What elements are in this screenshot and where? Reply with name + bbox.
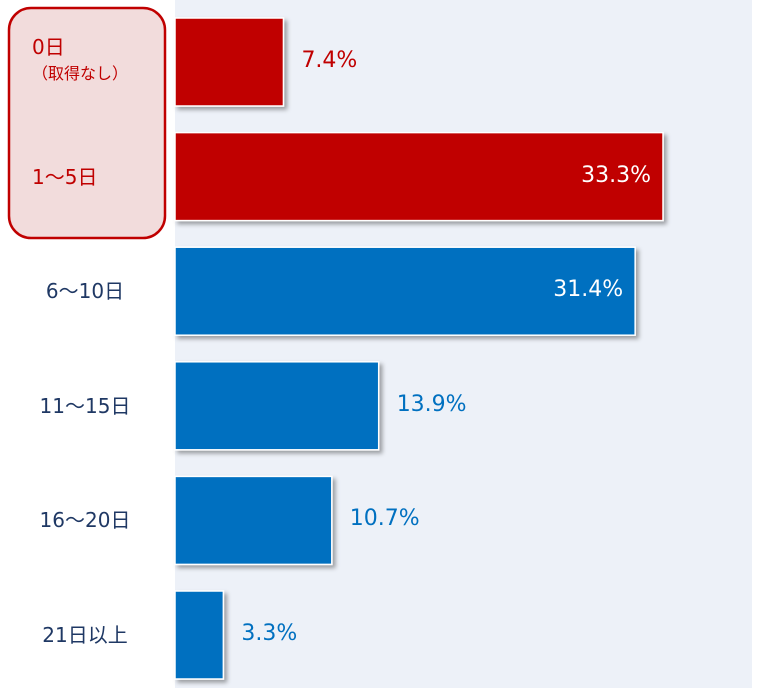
value-label: 10.7% xyxy=(349,506,420,532)
bar xyxy=(174,361,380,451)
bar xyxy=(174,590,225,680)
category-label: 0日 （取得なし） xyxy=(32,35,129,83)
value-label: 3.3% xyxy=(241,621,298,646)
value-label: 7.4% xyxy=(301,48,358,73)
value-label: 33.3% xyxy=(581,162,651,188)
bar xyxy=(174,17,285,107)
value-label: 31.4% xyxy=(553,277,624,303)
category-label: 1～5日 xyxy=(32,164,98,189)
category-label: 11～15日 xyxy=(39,393,131,418)
value-label: 13.9% xyxy=(396,391,467,417)
bar xyxy=(174,246,636,336)
category-label: 6～10日 xyxy=(45,279,125,304)
bar xyxy=(174,475,333,566)
category-label: 16～20日 xyxy=(39,508,131,533)
bar xyxy=(174,131,664,222)
plot-background xyxy=(175,0,752,688)
category-label: 21日以上 xyxy=(42,623,128,647)
highlight-box xyxy=(7,6,167,240)
